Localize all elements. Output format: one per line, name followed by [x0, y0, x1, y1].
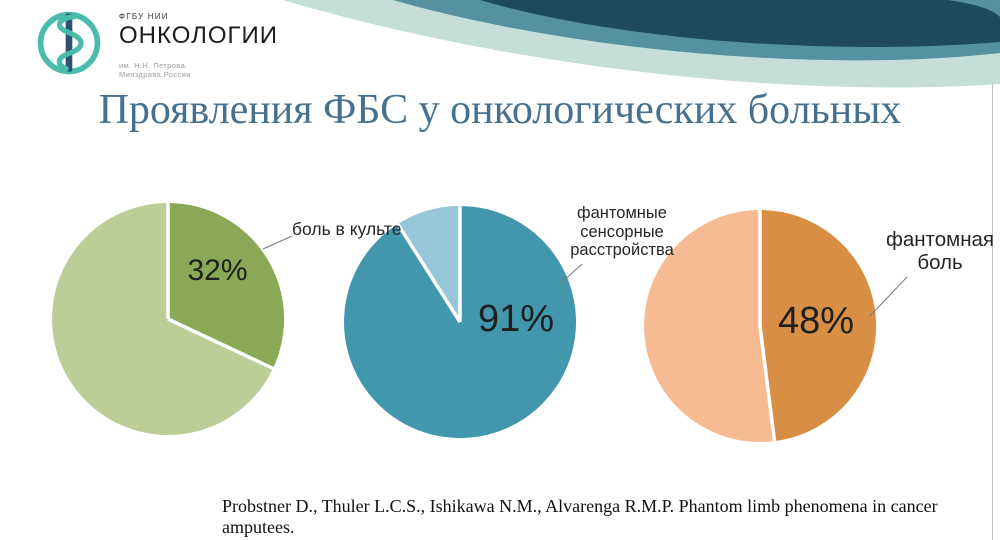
data-label-stump-pain-percent: 32%	[187, 254, 248, 287]
pie-chart-phantom-sensory	[344, 206, 577, 438]
logo-org-small: ФГБУ НИИ	[119, 12, 169, 21]
oncology-institute-logo-icon	[37, 11, 101, 75]
logo-text-block: ФГБУ НИИ ОНКОЛОГИИ им. Н.Н. Петрова Минз…	[119, 13, 278, 80]
callout-phantom-sensory-line2: сенсорные	[580, 222, 664, 241]
leader-line-stump-pain	[262, 235, 293, 250]
logo-org-large: ОНКОЛОГИИ	[119, 22, 279, 49]
callout-phantom-pain: фантомная боль	[875, 228, 1000, 274]
leader-line-phantom-sensory	[559, 263, 583, 285]
citation-text: Probstner D., Thuler L.C.S., Ishikawa N.…	[222, 496, 938, 537]
logo-subtitle-line1: им. Н.Н. Петрова	[119, 61, 186, 70]
data-label-phantom-sensory-percent: 91%	[477, 298, 555, 340]
data-label-phantom-pain-percent: 48%	[777, 300, 855, 342]
pie-chart-phantom-pain	[644, 209, 877, 442]
callout-phantom-sensory-line3: расстройства	[570, 241, 674, 259]
logo-subtitle: им. Н.Н. Петрова Минздрава России	[119, 61, 278, 80]
callout-stump-pain: боль в культе	[292, 219, 402, 239]
logo-subtitle-line2: Минздрава России	[119, 70, 191, 80]
callout-phantom-sensory-line1: фантомные	[577, 204, 667, 222]
callout-phantom-sensory: фантомные сенсорные расстройства	[552, 204, 692, 260]
callout-leader-lines	[262, 235, 908, 318]
leader-line-phantom-pain	[868, 276, 908, 318]
slide-right-edge-line	[992, 84, 993, 540]
pie-chart-stump-pain	[52, 202, 285, 435]
slide-title: Проявления ФБС у онкологических больных	[98, 87, 902, 133]
callout-phantom-pain-line1: фантомная	[885, 228, 995, 251]
callout-phantom-pain-line2: боль	[917, 251, 963, 274]
